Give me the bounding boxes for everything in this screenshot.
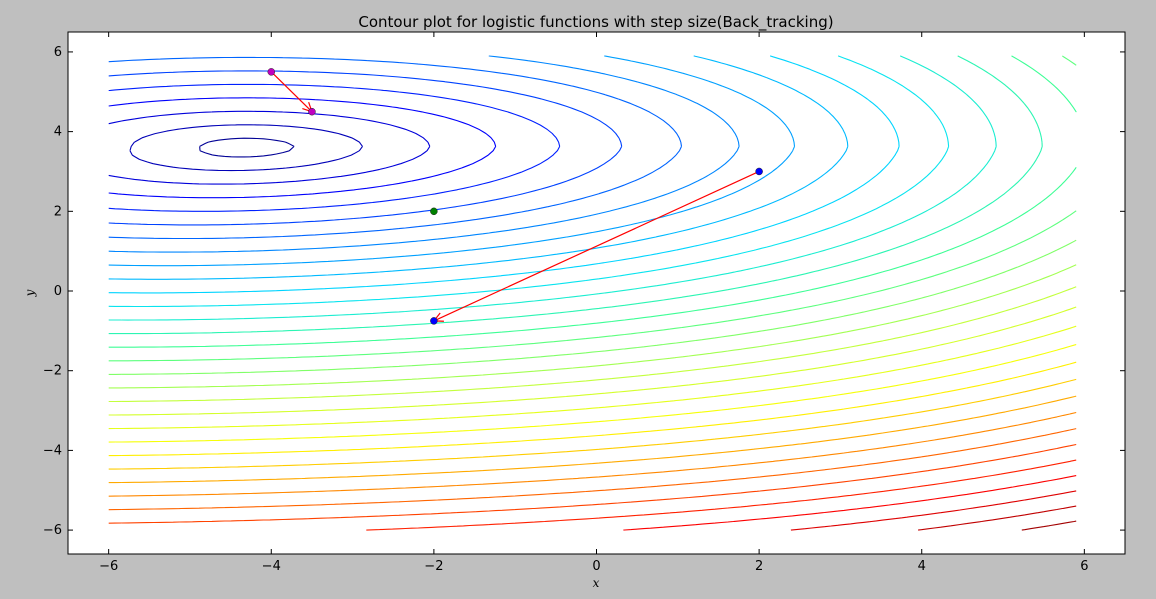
iterate-point (755, 167, 763, 176)
contour-line (108, 55, 1077, 348)
x-axis-label: x (593, 576, 600, 590)
contour-line (108, 286, 1077, 403)
x-axis-ticks: −6 −4 −2 0 2 4 6 (99, 32, 1088, 574)
contour-line (108, 411, 1077, 497)
y-tick-label: 2 (54, 204, 62, 219)
iterate-point (267, 68, 276, 76)
contour-line (108, 239, 1077, 375)
contour-line (623, 475, 1077, 531)
contour-line (108, 264, 1077, 389)
y-tick-label: −4 (43, 443, 62, 458)
contour-line (790, 490, 1077, 531)
contour-line (199, 137, 295, 158)
contour-line (108, 55, 900, 294)
contour-line (108, 55, 1077, 362)
arrow-shaft (433, 170, 760, 322)
contour-line (108, 306, 1077, 416)
chart-title: Contour plot for logistic functions with… (358, 13, 833, 32)
x-tick-label: 2 (755, 559, 763, 574)
contour-line (366, 459, 1077, 531)
iterate-points (267, 68, 763, 325)
iterate-point (430, 207, 438, 216)
contour-line (108, 110, 431, 185)
x-tick-label: −2 (424, 559, 443, 574)
x-tick-label: 0 (592, 559, 600, 574)
contour-line (108, 428, 1077, 511)
contour-line (108, 378, 1077, 470)
contour-line (1021, 520, 1077, 531)
y-tick-label: 4 (54, 125, 62, 140)
contour-line (108, 70, 623, 226)
y-tick-label: −6 (43, 523, 62, 538)
contour-line (108, 55, 796, 267)
contour-line (108, 97, 497, 199)
iterate-point (430, 317, 438, 325)
x-tick-label: 4 (918, 559, 926, 574)
contour-line (108, 55, 849, 280)
contour-line (108, 395, 1077, 484)
y-tick-label: −2 (43, 364, 62, 379)
contour-line (108, 361, 1077, 457)
y-axis-ticks: −6 −4 −2 0 2 4 6 (43, 45, 1125, 538)
contour-line (108, 55, 1043, 335)
contour-line (108, 83, 561, 212)
arrow-shaft (270, 71, 313, 113)
y-axis-label: y (23, 289, 37, 297)
contour-line (108, 325, 1077, 430)
iterate-point (308, 107, 316, 116)
plot-area (68, 32, 1125, 554)
x-tick-label: −4 (262, 559, 281, 574)
contour-line (108, 343, 1077, 443)
contour-line (129, 124, 363, 172)
contour-line (108, 55, 740, 253)
contour-line (108, 55, 950, 308)
y-tick-label: 6 (54, 45, 62, 60)
x-tick-label: −6 (99, 559, 118, 574)
contour-line (108, 443, 1077, 524)
x-tick-label: 6 (1080, 559, 1088, 574)
contour-line (918, 505, 1077, 531)
contour-lines (108, 55, 1077, 531)
contour-line (108, 55, 997, 321)
y-tick-label: 0 (54, 284, 62, 299)
contour-line (108, 56, 683, 240)
